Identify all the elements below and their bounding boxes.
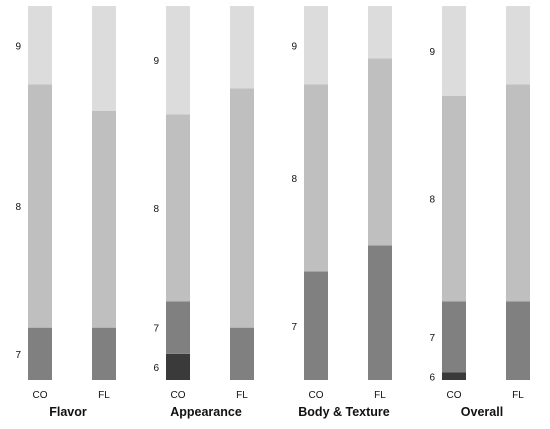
- score-label: 9: [291, 41, 297, 52]
- score-label: 6: [153, 363, 159, 374]
- category-tick-label: CO: [33, 390, 48, 401]
- bar-segment-body-texture-fl-9: [368, 6, 392, 59]
- category-tick-label: FL: [512, 390, 524, 401]
- bar-segment-overall-fl-9: [506, 6, 530, 85]
- score-label: 8: [15, 202, 21, 213]
- bar-segment-appearance-co-8: [166, 114, 190, 302]
- bar-segment-overall-co-8: [442, 95, 466, 302]
- bar-segment-appearance-fl-9: [230, 6, 254, 89]
- category-tick-label: CO: [447, 390, 462, 401]
- bar-segment-body-texture-fl-8: [368, 58, 392, 246]
- score-label: 7: [291, 322, 297, 333]
- score-label: 7: [15, 350, 21, 361]
- score-label: 9: [429, 47, 435, 58]
- bar-segment-flavor-fl-8: [92, 110, 116, 328]
- score-label: 8: [429, 195, 435, 206]
- panel-appearance: 6 7 8 9 CO FL Appearance: [153, 6, 254, 419]
- bar-segment-flavor-co-9: [28, 6, 52, 85]
- panel-title: Overall: [461, 405, 503, 419]
- bar-segment-overall-co-7: [442, 301, 466, 373]
- panel-body-texture: 7 8 9 CO FL Body & Texture: [291, 6, 392, 419]
- bar-segment-flavor-co-8: [28, 84, 52, 328]
- bar-segment-body-texture-co-7: [304, 271, 328, 380]
- bar-segment-body-texture-co-8: [304, 84, 328, 272]
- bar-segment-overall-fl-7: [506, 301, 530, 380]
- category-tick-label: FL: [374, 390, 386, 401]
- bar-segment-body-texture-fl-7: [368, 245, 392, 380]
- score-label: 9: [15, 41, 21, 52]
- bar-segment-flavor-fl-7: [92, 327, 116, 380]
- score-label: 7: [429, 333, 435, 344]
- score-label: 6: [429, 372, 435, 383]
- panel-title: Body & Texture: [298, 405, 389, 419]
- bar-segment-overall-co-9: [442, 6, 466, 96]
- score-label: 8: [291, 174, 297, 185]
- score-label: 8: [153, 204, 159, 215]
- panel-overall: 6 7 8 9 CO FL Overall: [429, 6, 530, 419]
- bar-segment-appearance-co-9: [166, 6, 190, 115]
- bar-segment-overall-fl-8: [506, 84, 530, 302]
- bar-segment-overall-co-6: [442, 372, 466, 380]
- panel-title: Flavor: [49, 405, 87, 419]
- bar-segment-flavor-co-7: [28, 327, 52, 380]
- category-tick-label: CO: [171, 390, 186, 401]
- score-label: 9: [153, 56, 159, 67]
- bar-segment-appearance-fl-7: [230, 327, 254, 380]
- bar-segment-appearance-co-6: [166, 353, 190, 380]
- panel-title: Appearance: [170, 405, 242, 419]
- score-label: 7: [153, 324, 159, 335]
- bar-segment-body-texture-co-9: [304, 6, 328, 85]
- bar-segment-appearance-co-7: [166, 301, 190, 354]
- bar-segment-appearance-fl-8: [230, 88, 254, 328]
- bar-segment-flavor-fl-9: [92, 6, 116, 111]
- panel-flavor: 7 8 9 CO FL Flavor: [15, 6, 116, 419]
- category-tick-label: FL: [236, 390, 248, 401]
- category-tick-label: CO: [309, 390, 324, 401]
- category-tick-label: FL: [98, 390, 110, 401]
